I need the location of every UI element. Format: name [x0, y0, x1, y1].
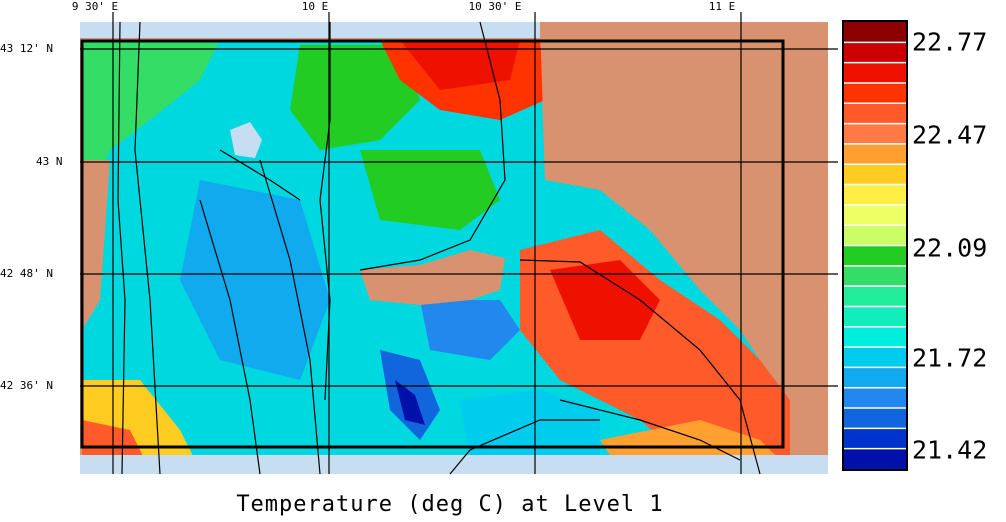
colorbar-swatch — [844, 42, 906, 64]
colorbar-swatch — [844, 428, 906, 450]
colorbar-swatch — [844, 82, 906, 104]
colorbar-swatch — [844, 347, 906, 368]
coastal-land-west — [80, 160, 110, 330]
colorbar-swatch — [844, 103, 906, 125]
map-frame — [80, 39, 785, 449]
colorbar-frame — [842, 20, 908, 471]
colorbar-label-4: 21.72 — [912, 343, 988, 373]
shallow-water-bottom — [80, 455, 828, 474]
colorbar-swatch — [844, 164, 906, 186]
lon-label-1030e: 10 30' E — [468, 0, 522, 13]
colorbar-swatch — [844, 326, 906, 348]
colorbar — [844, 22, 906, 470]
colorbar-swatch — [844, 448, 906, 470]
lat-label-43n: 43 N — [36, 155, 63, 168]
lat-label-4236n: 42 36' N — [0, 379, 53, 392]
graticule — [80, 12, 838, 474]
coastal-land-east — [540, 22, 828, 300]
island-small — [230, 122, 262, 158]
colorbar-swatch — [844, 306, 906, 328]
colorbar-swatch — [844, 62, 906, 84]
colorbar-label-min: 21.42 — [912, 435, 988, 465]
colorbar-swatch — [844, 123, 906, 145]
island-main — [360, 250, 505, 305]
colorbar-swatch — [844, 265, 906, 287]
colorbar-swatch — [844, 204, 906, 226]
lon-label-10e: 10 E — [301, 0, 329, 13]
lat-label-4248n: 42 48' N — [0, 267, 53, 280]
colorbar-label-max: 22.77 — [912, 27, 988, 57]
colorbar-swatch — [844, 408, 906, 429]
lat-label-4312n: 43 12' N — [0, 42, 53, 55]
lon-label-930e: 9 30' E — [71, 0, 119, 13]
colorbar-label-mid: 22.09 — [912, 233, 988, 263]
bathymetry-contours — [117, 21, 761, 475]
lon-label-11e: 11 E — [708, 0, 736, 13]
colorbar-swatch — [844, 225, 906, 246]
colorbar-swatch — [844, 286, 906, 307]
shallow-water-top — [80, 22, 540, 38]
colorbar-label-2: 22.47 — [912, 120, 988, 150]
colorbar-swatch — [844, 184, 906, 206]
map-caption: Temperature (deg C) at Level 1 — [236, 492, 664, 517]
colorbar-swatch — [844, 22, 906, 43]
colorbar-swatch — [844, 143, 906, 165]
colorbar-swatch — [844, 245, 906, 267]
temperature-field — [82, 40, 790, 470]
colorbar-swatch — [844, 367, 906, 389]
colorbar-swatch — [844, 387, 906, 409]
